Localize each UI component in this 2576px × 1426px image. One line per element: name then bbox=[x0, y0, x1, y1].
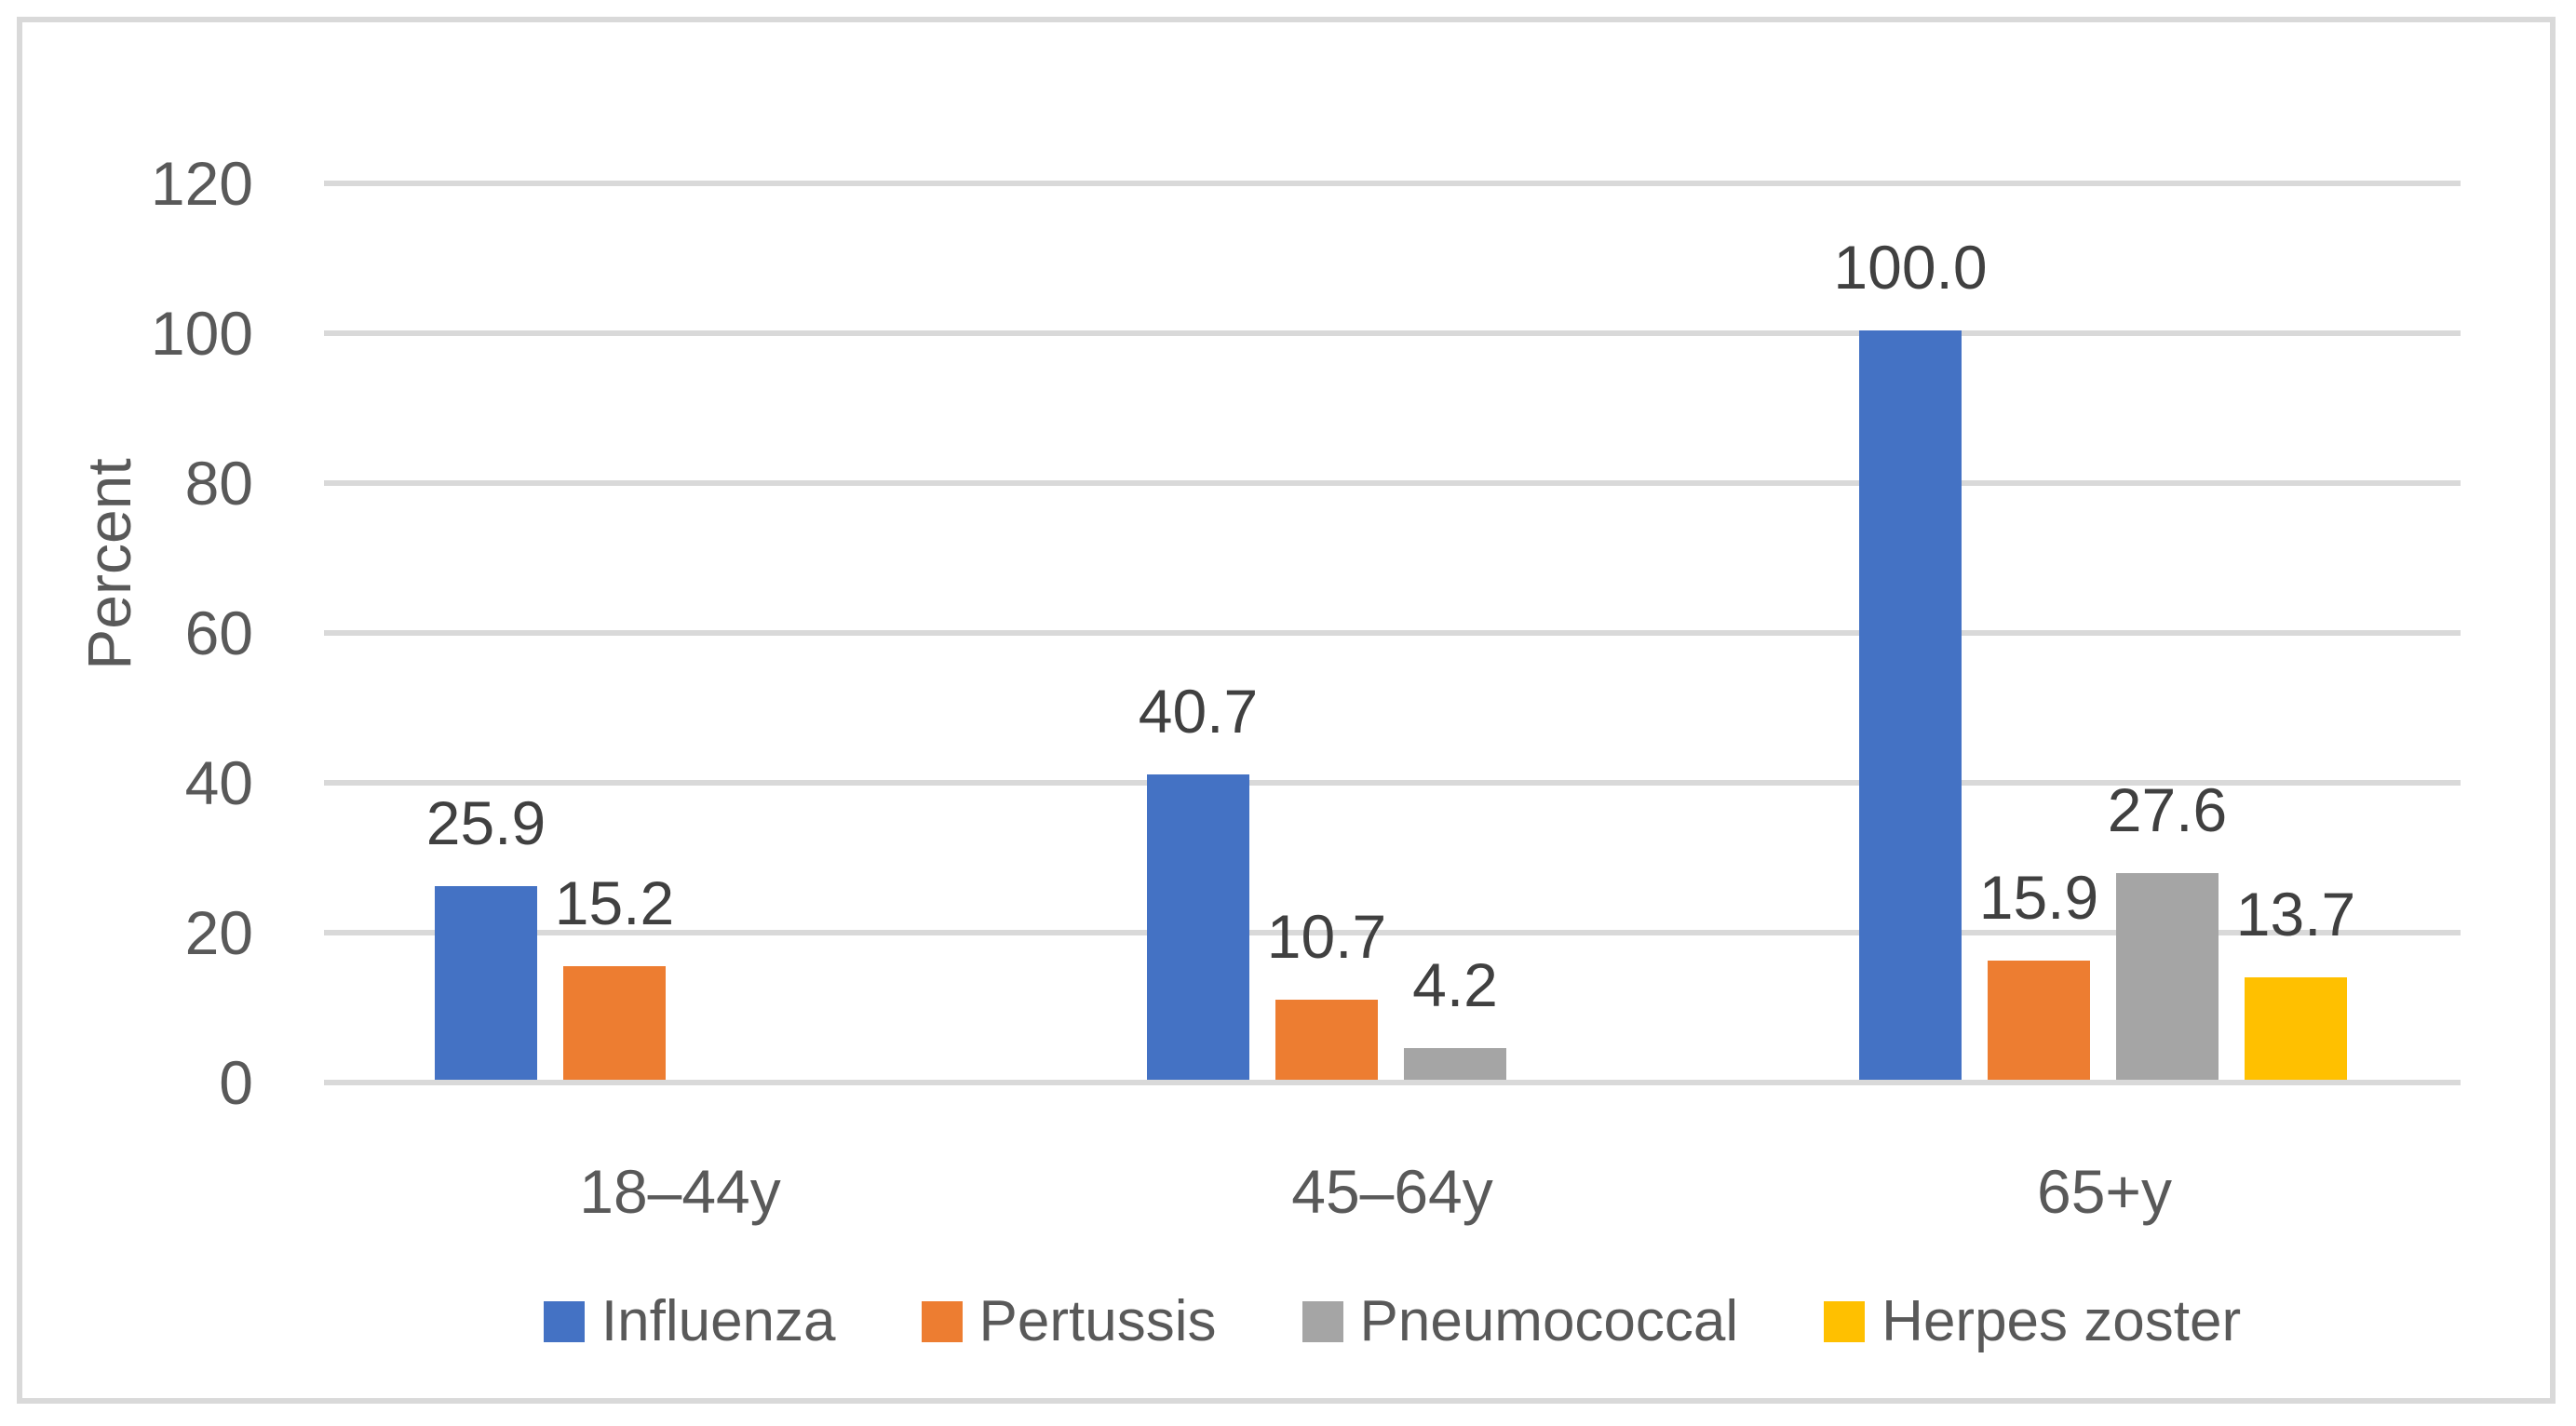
chart-border-frame bbox=[17, 17, 2556, 1404]
bar-pertussis-18-44y bbox=[563, 966, 666, 1080]
data-label-herpes-zoster-65-y: 13.7 bbox=[2235, 880, 2356, 948]
legend-swatch-influenza bbox=[543, 1301, 585, 1342]
legend-item-pneumococcal: Pneumococcal bbox=[1301, 1289, 1739, 1353]
data-label-influenza-18-44y: 25.9 bbox=[425, 788, 546, 857]
y-tick-label-20: 20 bbox=[184, 898, 253, 967]
y-axis-title: Percent bbox=[74, 458, 143, 670]
bar-pertussis-45-64y bbox=[1275, 1000, 1378, 1080]
bar-influenza-18-44y bbox=[435, 886, 537, 1080]
y-tick-label-60: 60 bbox=[184, 599, 253, 667]
category-label-45-64y: 45–64y bbox=[1291, 1157, 1493, 1226]
bar-herpes-zoster-65-y bbox=[2245, 977, 2347, 1080]
legend-label-influenza: Influenza bbox=[600, 1289, 836, 1353]
legend-item-herpes-zoster: Herpes zoster bbox=[1824, 1290, 2241, 1353]
legend-item-influenza: Influenza bbox=[543, 1289, 836, 1353]
y-tick-label-0: 0 bbox=[219, 1048, 253, 1117]
gridline-40 bbox=[324, 780, 2461, 786]
legend-item-pertussis: Pertussis bbox=[921, 1289, 1217, 1353]
data-label-pertussis-18-44y: 15.2 bbox=[554, 868, 675, 937]
gridline-100 bbox=[324, 330, 2461, 336]
data-label-pneumococcal-45-64y: 4.2 bbox=[1412, 950, 1498, 1019]
y-tick-label-100: 100 bbox=[150, 299, 253, 368]
gridline-80 bbox=[324, 480, 2461, 486]
legend-label-pertussis: Pertussis bbox=[978, 1289, 1217, 1353]
legend-swatch-pertussis bbox=[921, 1301, 963, 1342]
y-tick-label-80: 80 bbox=[184, 449, 253, 518]
gridline-20 bbox=[324, 930, 2461, 935]
data-label-influenza-45-64y: 40.7 bbox=[1138, 677, 1259, 746]
gridline-60 bbox=[324, 630, 2461, 636]
bar-pneumococcal-45-64y bbox=[1404, 1048, 1506, 1080]
legend-swatch-pneumococcal bbox=[1301, 1301, 1343, 1342]
bar-pertussis-65-y bbox=[1988, 961, 2090, 1080]
category-label-65-y: 65+y bbox=[2037, 1157, 2172, 1226]
data-label-pneumococcal-65-y: 27.6 bbox=[2107, 775, 2228, 844]
legend-label-pneumococcal: Pneumococcal bbox=[1359, 1289, 1739, 1353]
bar-pneumococcal-65-y bbox=[2116, 873, 2219, 1080]
bar-influenza-45-64y bbox=[1147, 774, 1249, 1080]
data-label-pertussis-45-64y: 10.7 bbox=[1266, 902, 1387, 971]
y-tick-label-40: 40 bbox=[184, 748, 253, 817]
legend-label-herpes-zoster: Herpes zoster bbox=[1881, 1289, 2242, 1353]
category-label-18-44y: 18–44y bbox=[579, 1157, 781, 1226]
legend-swatch-herpes-zoster bbox=[1824, 1301, 1866, 1342]
data-label-influenza-65-y: 100.0 bbox=[1833, 233, 1988, 302]
gridline-120 bbox=[324, 181, 2461, 186]
gridline-0 bbox=[324, 1080, 2461, 1085]
bar-influenza-65-y bbox=[1859, 330, 1962, 1080]
legend: Influenza Pertussis Pneumococcal Herpes zos… bbox=[324, 1290, 2461, 1353]
data-label-pertussis-65-y: 15.9 bbox=[1978, 863, 2099, 932]
y-tick-label-120: 120 bbox=[150, 149, 253, 218]
